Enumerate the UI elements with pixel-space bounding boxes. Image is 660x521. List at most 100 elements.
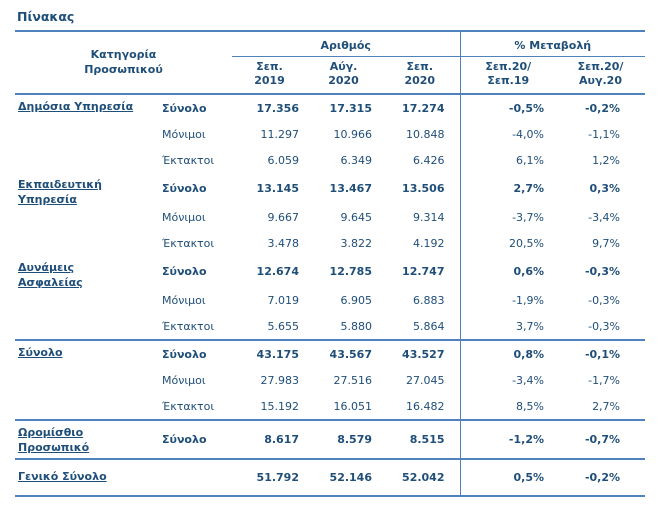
row-label: Μόνιμοι bbox=[162, 210, 206, 224]
cell: 0,8% bbox=[459, 339, 556, 367]
cell: 5.864 bbox=[413, 319, 445, 333]
row-label: Μόνιμοι bbox=[162, 373, 206, 387]
category-label: Γενικό Σύνολο bbox=[15, 458, 158, 497]
table-row: Έκτακτοι 5.655 5.880 5.864 3,7% -0,3% bbox=[15, 313, 645, 340]
cell: -0,2% bbox=[584, 101, 621, 115]
category-label: Δυνάμεις Ασφαλείας bbox=[18, 261, 83, 289]
header-row-groups: Κατηγορία Προσωπικού Αριθμός % Μεταβολή bbox=[15, 31, 646, 95]
header-row-periods: Σεπ. 2019 Αύγ. 2020 Σεπ. 2020 Σεπ.20/ Σε… bbox=[15, 56, 646, 95]
row-label: Μόνιμοι bbox=[162, 127, 206, 141]
column-header-category: Κατηγορία Προσωπικού bbox=[15, 31, 232, 95]
cell: 27.516 bbox=[333, 373, 373, 387]
cell: 5.880 bbox=[340, 319, 373, 333]
table-row: Έκτακτοι 3.478 3.822 4.192 20,5% 9,7% bbox=[15, 230, 645, 256]
cell: -3,4% bbox=[588, 210, 621, 224]
table-row: Μόνιμοι 27.983 27.516 27.045 -3,4% -1,7% bbox=[15, 367, 645, 393]
category-label: Ωρομίσθιο Προσωπικό bbox=[15, 419, 158, 459]
table-row: Δυνάμεις Ασφαλείας Σύνολο 12.674 12.785 … bbox=[15, 256, 645, 289]
table-row: Γενικό Σύνολο 51.792 52.146 52.042 0,5% … bbox=[15, 458, 646, 497]
cell: -0,5% bbox=[459, 94, 556, 121]
cell: 16.482 bbox=[406, 399, 445, 413]
cell: -1,9% bbox=[459, 287, 556, 313]
table-row: Σύνολο Σύνολο 43.175 43.567 43.527 0,8% … bbox=[15, 339, 646, 420]
cell: 9.314 bbox=[413, 210, 445, 224]
cell: 13.506 bbox=[402, 182, 445, 195]
cell: 12.747 bbox=[402, 265, 445, 278]
cell: 15.192 bbox=[260, 399, 300, 413]
cell: 4.192 bbox=[413, 236, 445, 250]
cell: 6,1% bbox=[459, 147, 556, 173]
cell: 9,7% bbox=[592, 236, 621, 250]
cell: -1,2% bbox=[459, 419, 556, 459]
cell: 43.175 bbox=[232, 339, 307, 367]
cell: -0,3% bbox=[588, 319, 621, 333]
table-row: Δημόσια Υπηρεσία Σύνολο 17.356 17.315 17… bbox=[15, 94, 645, 121]
row-label: Έκτακτοι bbox=[162, 399, 215, 413]
cell: 9.667 bbox=[267, 210, 300, 224]
cell: -1,1% bbox=[588, 127, 621, 141]
cell: 10.848 bbox=[406, 127, 445, 141]
page-title: Πίνακας bbox=[17, 9, 75, 24]
cell: 5.655 bbox=[267, 319, 300, 333]
cell: 52.146 bbox=[307, 458, 380, 497]
category-label: Δημόσια Υπηρεσία bbox=[18, 100, 134, 113]
cell: -0,2% bbox=[556, 458, 646, 497]
cell: 13.145 bbox=[256, 182, 299, 195]
column-header-change-group: % Μεταβολή bbox=[459, 31, 646, 57]
table-row: Μόνιμοι 7.019 6.905 6.883 -1,9% -0,3% bbox=[15, 287, 645, 313]
column-header-sep-2020: Σεπ. 2020 bbox=[380, 56, 460, 95]
cell: 0,5% bbox=[459, 458, 556, 497]
cell: 12.674 bbox=[256, 265, 299, 278]
cell: 13.467 bbox=[329, 182, 372, 195]
column-header-aug-2020: Αύγ. 2020 bbox=[307, 56, 380, 95]
cell: 6.059 bbox=[267, 153, 300, 167]
cell: 6.905 bbox=[340, 293, 373, 307]
cell: 10.966 bbox=[333, 127, 373, 141]
cell: 6.883 bbox=[413, 293, 445, 307]
cell: 0,6% bbox=[459, 256, 556, 287]
cell: 2,7% bbox=[459, 173, 556, 204]
cell: 17.315 bbox=[329, 101, 372, 115]
table-row: Μόνιμοι 9.667 9.645 9.314 -3,7% -3,4% bbox=[15, 204, 645, 230]
cell: 43.567 bbox=[307, 339, 380, 367]
cell: 7.019 bbox=[267, 293, 300, 307]
cell: -0,3% bbox=[588, 293, 621, 307]
cell: 12.785 bbox=[329, 265, 372, 278]
cell: 16.051 bbox=[333, 399, 373, 413]
table-row: Μόνιμοι 11.297 10.966 10.848 -4,0% -1,1% bbox=[15, 121, 645, 147]
category-label: Εκπαιδευτική Υπηρεσία bbox=[18, 178, 102, 206]
cell: 8.617 bbox=[232, 419, 307, 459]
row-label: Σύνολο bbox=[162, 182, 207, 195]
cell: 6.349 bbox=[340, 153, 373, 167]
column-header-sep-2019: Σεπ. 2019 bbox=[232, 56, 307, 95]
row-label: Έκτακτοι bbox=[162, 153, 215, 167]
column-header-sep20-sep19: Σεπ.20/ Σεπ.19 bbox=[459, 56, 556, 95]
cell: 43.527 bbox=[380, 339, 460, 367]
row-label: Μόνιμοι bbox=[162, 293, 206, 307]
row-label: Σύνολο bbox=[158, 419, 232, 459]
row-label bbox=[158, 458, 232, 497]
cell: 3,7% bbox=[459, 313, 556, 340]
table-row: Ωρομίσθιο Προσωπικό Σύνολο 8.617 8.579 8… bbox=[15, 419, 646, 459]
cell: -4,0% bbox=[459, 121, 556, 147]
cell: 27.983 bbox=[260, 373, 300, 387]
cell: 3.822 bbox=[340, 236, 373, 250]
cell: 1,2% bbox=[592, 153, 621, 167]
category-label: Σύνολο bbox=[15, 339, 158, 420]
cell: -0,1% bbox=[556, 339, 646, 367]
table-row: Έκτακτοι 15.192 16.051 16.482 8,5% 2,7% bbox=[15, 393, 645, 420]
column-header-sep20-aug20: Σεπ.20/ Αυγ.20 bbox=[556, 56, 646, 95]
cell: -0,3% bbox=[584, 265, 621, 278]
cell: -0,7% bbox=[556, 419, 646, 459]
cell: 8.579 bbox=[307, 419, 380, 459]
cell: 11.297 bbox=[260, 127, 300, 141]
cell: 27.045 bbox=[406, 373, 445, 387]
row-label: Σύνολο bbox=[162, 265, 207, 278]
cell: 9.645 bbox=[340, 210, 373, 224]
cell: 6.426 bbox=[413, 153, 445, 167]
row-label: Σύνολο bbox=[162, 101, 207, 115]
cell: 8.515 bbox=[380, 419, 460, 459]
cell: -3,7% bbox=[459, 204, 556, 230]
cell: -1,7% bbox=[588, 373, 621, 387]
column-header-number-group: Αριθμός bbox=[232, 31, 460, 57]
